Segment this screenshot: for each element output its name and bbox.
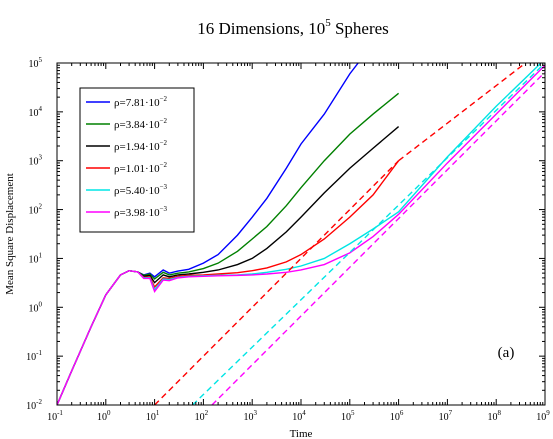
x-tick-label: 100 [97,409,111,423]
legend-box [79,87,195,233]
legend-entry: ρ=1.94·10−2 [114,139,168,153]
chart-title: 16 Dimensions, 105 Spheres [197,17,389,38]
y-tick-label: 103 [29,154,43,168]
ticks-layer: 10-1 100 101 102 103 104 105 106 107 108 109 10-2 10… [26,56,550,423]
dashed-fit-line-7 [192,63,545,405]
dashed-fit-line-8 [211,71,545,405]
x-tick-label: 109 [536,409,550,423]
y-tick-label: 104 [29,105,43,119]
x-tick-label: 104 [292,409,306,423]
x-tick-label: 10-1 [47,409,63,423]
legend-entry: ρ=5.40·10−3 [114,183,168,197]
dashed-fit-line-6 [154,160,400,405]
series-layer [57,63,545,405]
legend-entry: ρ=3.84·10−2 [114,117,168,131]
x-tick-label: 107 [439,409,453,423]
x-axis-label: Time [290,428,313,439]
legend: ρ=7.81·10−2 ρ=3.84·10−2 ρ=1.94·10−2 ρ=1.01·… [79,87,195,233]
x-tick-label: 102 [195,409,209,423]
x-tick-label: 101 [146,409,160,423]
y-tick-label: 105 [29,56,43,70]
x-tick-label: 106 [390,409,404,423]
legend-entry: ρ=3.98·10−3 [114,205,168,219]
y-tick-label: 10-2 [26,398,42,412]
x-tick-label: 105 [341,409,355,423]
dashed-fit-line-9 [398,63,527,162]
series-line-5 [57,64,545,405]
x-tick-label: 103 [243,409,257,423]
legend-entry: ρ=1.01·10−2 [114,161,168,175]
y-axis-label: Mean Square Displacement [4,173,16,295]
y-tick-label: 102 [29,203,43,217]
y-tick-label: 10-1 [26,349,42,363]
legend-entry: ρ=7.81·10−2 [114,95,168,109]
panel-label: (a) [498,345,515,361]
y-tick-label: 101 [29,251,43,265]
x-tick-label: 108 [487,409,501,423]
y-tick-label: 100 [29,300,43,314]
